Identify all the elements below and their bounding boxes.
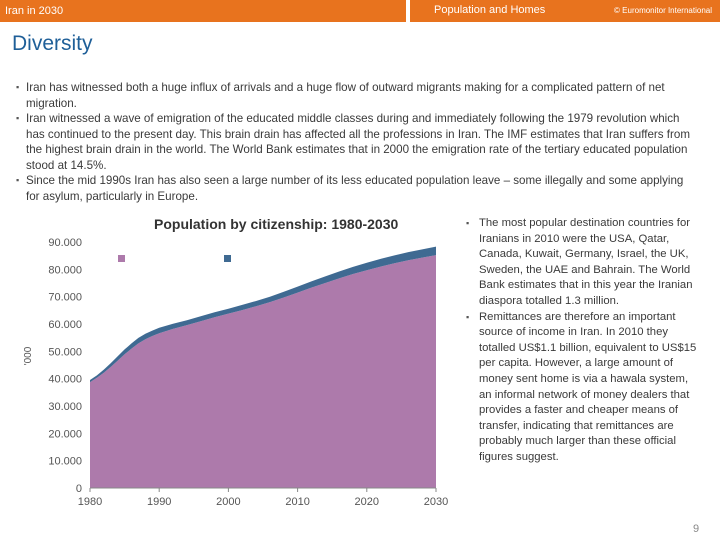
y-tick-label: 10.000: [48, 456, 82, 468]
side-bullet-list: The most popular destination countries f…: [466, 216, 702, 466]
y-tick-label: 50.000: [48, 346, 82, 358]
bullet-item: Iran has witnessed both a huge influx of…: [16, 80, 700, 111]
bullet-item: Since the mid 1990s Iran has also seen a…: [16, 173, 700, 204]
report-title: Iran in 2030: [0, 0, 406, 22]
legend-label-0: Iranian citizens: [128, 253, 205, 265]
side-bullet-item: The most popular destination countries f…: [466, 216, 702, 310]
population-chart: Population by citizenship: 1980-2030 '00…: [18, 212, 448, 518]
y-tick-label: 0: [76, 483, 82, 495]
y-tick-label: 90.000: [48, 237, 82, 249]
page-number: 9: [693, 523, 700, 535]
x-tick-label: 2010: [285, 496, 309, 508]
y-tick-label: 20.000: [48, 428, 82, 440]
legend-swatch-1: [224, 255, 231, 262]
section-label: Population and Homes: [434, 4, 546, 16]
series-area-1: [90, 246, 436, 383]
main-bullet-list: Iran has witnessed both a huge influx of…: [16, 80, 700, 204]
header-divider: [406, 0, 410, 22]
y-tick-label: 30.000: [48, 401, 82, 413]
bullet-item: Iran witnessed a wave of emigration of t…: [16, 111, 700, 173]
plot-area: 0 10.000 20.000 30.000 40.000 50.000 60.000 70.…: [48, 237, 448, 508]
x-tick-label: 1980: [78, 496, 102, 508]
x-tick-label: 1990: [147, 496, 171, 508]
x-tick-label: 2020: [355, 496, 379, 508]
x-tick-label: 2030: [424, 496, 448, 508]
y-axis-label: '000: [23, 346, 34, 365]
side-bullet-item: Remittances are therefore an important s…: [466, 310, 702, 466]
series-area-0: [90, 255, 436, 488]
legend-label-1: Foreign citizens: [234, 253, 315, 265]
header-bar: Iran in 2030 Population and Homes © Euro…: [0, 0, 720, 22]
x-tick-label: 2000: [216, 496, 240, 508]
y-tick-label: 80.000: [48, 264, 82, 276]
chart-svg: Population by citizenship: 1980-2030 '00…: [23, 216, 448, 508]
page-title: Diversity: [12, 32, 93, 55]
legend-swatch-0: [118, 255, 125, 262]
y-tick-label: 70.000: [48, 292, 82, 304]
y-tick-label: 40.000: [48, 374, 82, 386]
header-right: Population and Homes © Euromonitor Inter…: [410, 0, 720, 22]
chart-title: Population by citizenship: 1980-2030: [154, 216, 399, 232]
copyright-label: © Euromonitor International: [614, 6, 712, 15]
y-tick-label: 60.000: [48, 319, 82, 331]
